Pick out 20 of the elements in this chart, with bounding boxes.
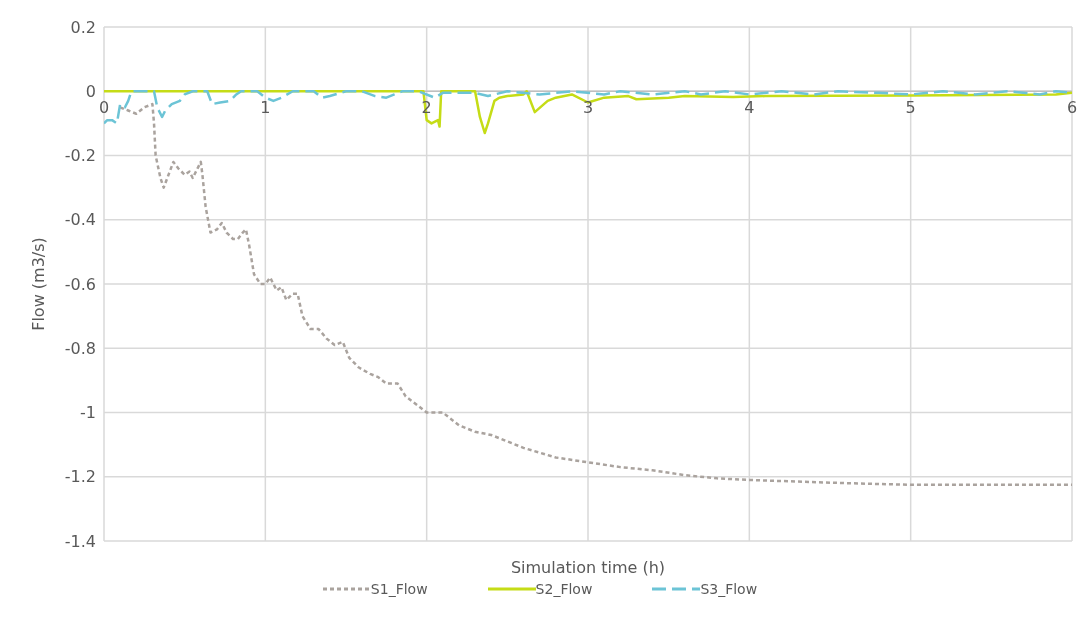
x-tick-label: 3: [582, 98, 594, 118]
y-tick-label: -0.8: [64, 338, 96, 358]
legend-label: S1_Flow: [370, 581, 428, 597]
y-tick-label: -1.4: [64, 531, 96, 551]
y-tick-label: -0.6: [64, 274, 96, 294]
y-tick-label: 0: [85, 81, 96, 101]
y-tick-label: -0.2: [64, 146, 96, 166]
y-tick-label: -1: [80, 403, 96, 423]
x-tick-label: 1: [260, 98, 271, 118]
y-axis-title: Flow (m3/s): [28, 237, 48, 331]
legend-label: S3_Flow: [700, 581, 758, 597]
x-tick-label: 6: [1066, 98, 1078, 118]
x-tick-label: 5: [905, 98, 916, 118]
y-tick-label: -0.4: [64, 210, 96, 230]
x-axis-title: Simulation time (h): [510, 558, 666, 577]
x-tick-label: 0: [98, 98, 110, 118]
y-tick-label: -1.2: [64, 467, 96, 487]
x-tick-label: 4: [744, 98, 755, 118]
legend-label: S2_Flow: [535, 581, 593, 597]
y-tick-label: 0.2: [70, 17, 96, 37]
